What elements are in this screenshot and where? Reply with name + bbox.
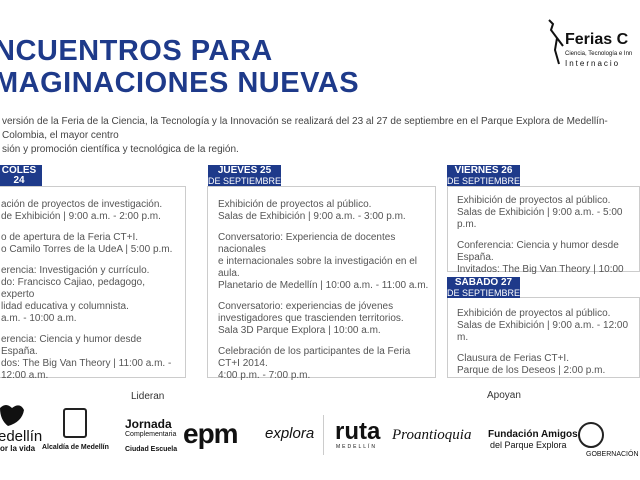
lead-label: Lideran xyxy=(131,391,165,402)
intro-line: sión y promoción científica y tecnológic… xyxy=(2,144,239,155)
text: de Exhibición | 9:00 a.m. - 2:00 p.m. xyxy=(1,211,161,222)
event: erencia: Investigación y currículo. do: F… xyxy=(1,265,179,325)
divider xyxy=(323,415,324,455)
logo-proantioquia: Proantioquia xyxy=(392,427,472,443)
text: Clausura de Ferias CT+I. xyxy=(457,353,569,364)
event: ación de proyectos de investigación. de E… xyxy=(1,199,179,223)
day-box-saturday: Exhibición de proyectos al público. Salas… xyxy=(447,297,640,378)
text: do: Francisco Cajiao, pedagogo, experto xyxy=(1,277,145,300)
logo-name: Ferias C xyxy=(565,31,629,48)
logo-sub2: Internacio xyxy=(565,59,621,68)
text: a.m. - 10:00 a.m. xyxy=(1,313,77,324)
day-tab: SÁBADO 27 DE SEPTIEMBRE xyxy=(447,277,520,298)
text: DE SEPTIEMBRE xyxy=(447,176,521,186)
logo-jornada: Jornada xyxy=(125,417,172,431)
text: DE SEPTIEMBRE xyxy=(208,176,282,186)
text: o Camilo Torres de la UdeA | 5:00 p.m. xyxy=(1,244,173,255)
title-line: MAGINACIONES NUEVAS xyxy=(0,67,360,99)
text: Exhibición de proyectos al público. xyxy=(457,195,611,206)
text: Exhibición de proyectos al público. xyxy=(218,199,372,210)
logo-jornada-sub: Complementaria xyxy=(125,431,177,438)
text: ación de proyectos de investigación. xyxy=(1,199,163,210)
logo-fundacion-sub: del Parque Explora xyxy=(490,440,567,450)
text: VIERNES 26 xyxy=(454,165,513,176)
logo-sub: Ciencia, Tecnología e Inn xyxy=(565,51,633,57)
event: Exhibición de proyectos al público. Salas… xyxy=(218,199,429,223)
event: erencia: Ciencia y humor desde España. do… xyxy=(1,334,179,382)
day-box-thursday: Exhibición de proyectos al público. Salas… xyxy=(207,186,436,381)
day-tab: VIERNES 26 DE SEPTIEMBRE xyxy=(447,165,520,186)
event: Clausura de Ferias CT+I. Parque de los De… xyxy=(457,353,635,377)
ferias-logo: Ferias C Ciencia, Tecnología e Inn Inter… xyxy=(545,18,640,74)
title-line: NCUENTROS PARA xyxy=(0,35,273,67)
logo-ruta: ruta xyxy=(335,418,381,445)
logo-fundacion: Fundación Amigos xyxy=(488,429,578,440)
text: Exhibición de proyectos al público. xyxy=(457,308,611,319)
text: Sala 3D Parque Explora | 10:00 a.m. xyxy=(218,325,381,336)
event: Exhibición de proyectos al público. Salas… xyxy=(457,308,635,344)
text: Salas de Exhibición | 9:00 a.m. - 5:00 p… xyxy=(457,207,623,230)
event: o de apertura de la Feria CT+I. o Camilo … xyxy=(1,232,179,256)
text: PTIEMBRE xyxy=(0,186,43,196)
event: Celebración de los participantes de la F… xyxy=(218,346,429,382)
circle-logo-icon xyxy=(578,422,604,448)
text: investigadores que trascienden territori… xyxy=(218,313,404,324)
text: dos: The Big Van Theory | 11:00 a.m. - 1… xyxy=(1,358,172,381)
text: Planetario de Medellín | 10:00 a.m. - 11… xyxy=(218,280,429,291)
event: Conversatorio: experiencias de jóvenes in… xyxy=(218,301,429,337)
text: Salas de Exhibición | 9:00 a.m. - 12:00 … xyxy=(457,320,629,343)
logo-medellin: edellín xyxy=(0,428,43,445)
text: SÁBADO 27 xyxy=(454,277,513,288)
text: COLES 24 xyxy=(1,165,37,186)
day-tab: COLES 24 PTIEMBRE xyxy=(0,165,42,196)
text: 4:00 p.m. - 7:00 p.m. xyxy=(218,370,311,381)
event: Conversatorio: Experiencia de docentes n… xyxy=(218,232,429,292)
day-box-friday: Exhibición de proyectos al público. Salas… xyxy=(447,186,640,287)
text: Conferencia: Ciencia y humor desde Españ… xyxy=(457,240,619,263)
day-box-wednesday: ación de proyectos de investigación. de E… xyxy=(0,186,186,381)
alcaldia-shield-icon xyxy=(63,408,87,438)
text: lidad educativa y columnista. xyxy=(1,301,129,312)
logo-jornada-sub2: Ciudad Escuela xyxy=(125,446,178,453)
text: DE SEPTIEMBRE xyxy=(447,288,521,298)
event: Exhibición de proyectos al público. Salas… xyxy=(457,195,635,231)
figure-icon xyxy=(548,19,564,65)
text: Conversatorio: experiencias de jóvenes xyxy=(218,301,394,312)
logo-medellin-sub: or la vida xyxy=(0,444,36,453)
logo-gobernacion: GOBERNACIÓN xyxy=(586,451,639,458)
logo-alcaldia: Alcaldía de Medellín xyxy=(42,444,109,451)
medellin-heart-icon xyxy=(0,405,24,426)
text: Salas de Exhibición | 9:00 a.m. - 3:00 p… xyxy=(218,211,406,222)
text: Parque de los Deseos | 2:00 p.m. xyxy=(457,365,606,376)
day-tab: JUEVES 25 DE SEPTIEMBRE xyxy=(208,165,281,186)
text: JUEVES 25 xyxy=(217,165,272,176)
text: erencia: Investigación y currículo. xyxy=(1,265,150,276)
intro-line: versión de la Feria de la Ciencia, la Te… xyxy=(2,116,608,141)
logo-ruta-sub: MEDELLÍN xyxy=(336,444,378,450)
text: erencia: Ciencia y humor desde España. xyxy=(1,334,142,357)
logo-explora: explora xyxy=(265,425,315,442)
text: Conversatorio: Experiencia de docentes n… xyxy=(218,232,396,255)
text: o de apertura de la Feria CT+I. xyxy=(1,232,139,243)
text: Celebración de los participantes de la F… xyxy=(218,346,411,369)
logo-epm: epm xyxy=(183,418,239,449)
text: e internacionales sobre la investigación… xyxy=(218,256,418,279)
support-label: Apoyan xyxy=(487,390,521,401)
